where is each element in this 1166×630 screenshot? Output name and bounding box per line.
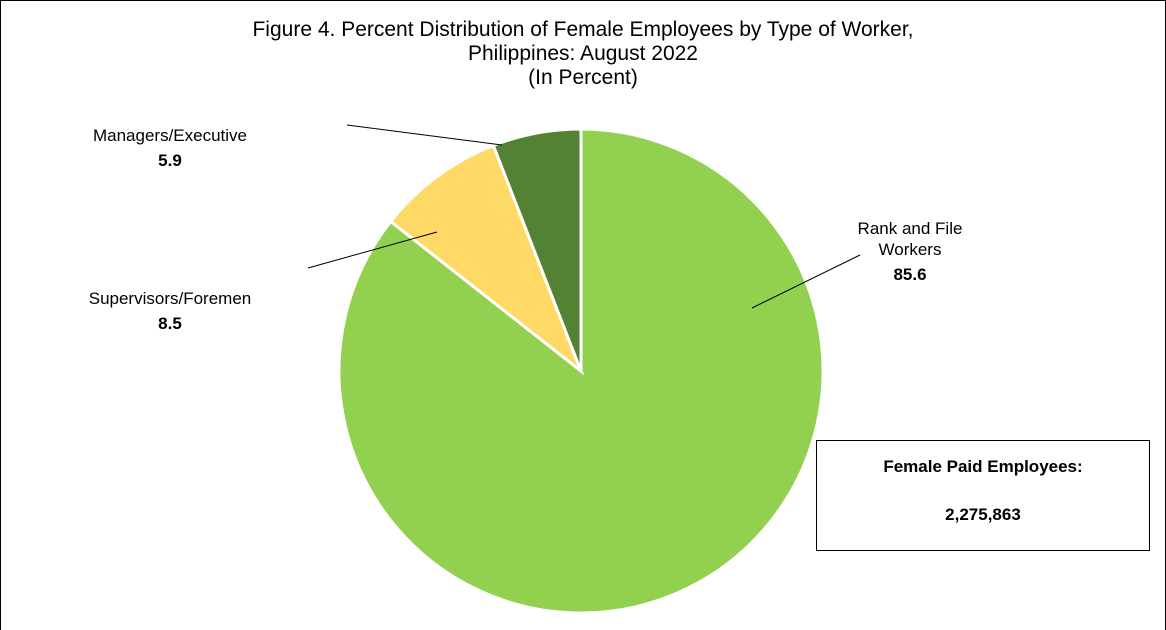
value-label: 5.9: [158, 151, 182, 170]
value-label: 85.6: [893, 265, 927, 284]
value-label: 8.5: [158, 314, 182, 333]
leader-line: [307, 231, 438, 269]
pie-slice: [491, 127, 583, 372]
pie-slice: [388, 143, 585, 376]
annotation-heading: Female Paid Employees:: [883, 457, 1083, 476]
slice-label: Supervisors/Foremen 8.5: [60, 288, 280, 334]
slice-label: Managers/Executive 5.9: [80, 125, 260, 171]
chart-title: Philippines: August 2022: [467, 42, 698, 65]
annotation-value: 2,275,863: [945, 505, 1021, 524]
leader-line: [751, 254, 861, 309]
chart-subtitle: (In Percent): [528, 66, 638, 89]
leader-line: [346, 124, 503, 146]
category-label: Supervisors/Foremen: [88, 289, 252, 308]
slice-label: Rank and File Workers 85.6: [850, 218, 970, 285]
category-label: Managers/Executive: [92, 126, 248, 145]
category-label: Rank and File Workers: [857, 219, 963, 259]
annotation-box: Female Paid Employees: 2,275,863: [816, 440, 1150, 551]
chart-title: Figure 4. Percent Distribution of Female…: [252, 18, 914, 41]
